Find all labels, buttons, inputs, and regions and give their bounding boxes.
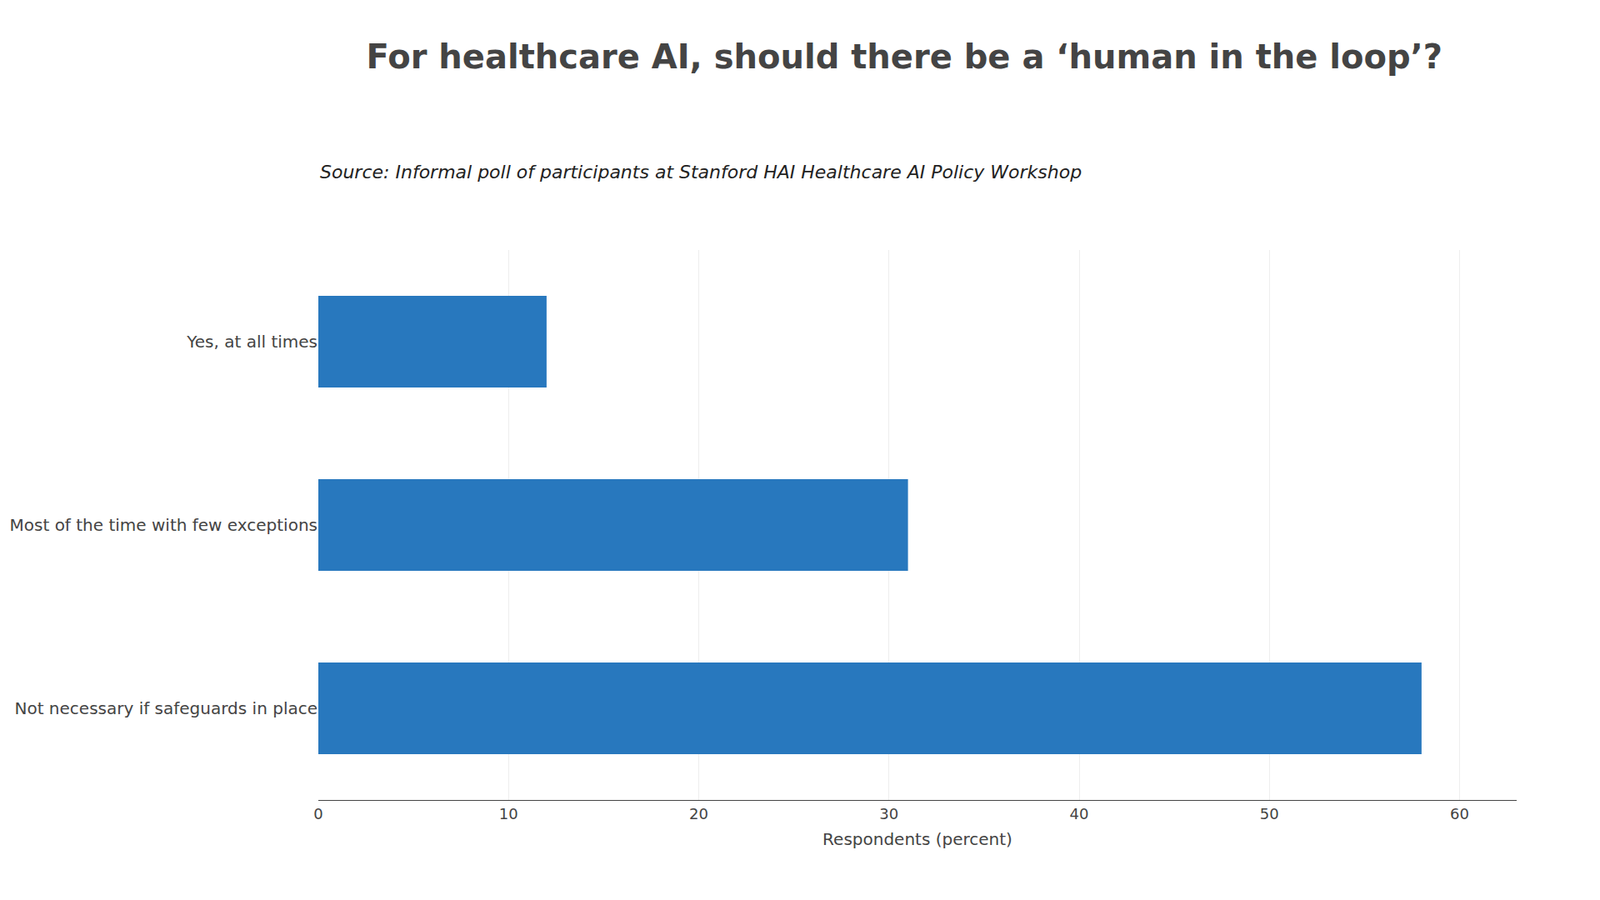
- svg-text:60: 60: [1450, 805, 1470, 823]
- svg-text:Most of the time with few exce: Most of the time with few exceptions: [10, 515, 318, 535]
- svg-text:Not necessary if safeguards in: Not necessary if safeguards in place: [14, 698, 318, 719]
- svg-text:30: 30: [879, 805, 899, 823]
- svg-text:20: 20: [689, 805, 709, 823]
- svg-text:40: 40: [1070, 805, 1090, 823]
- svg-text:Yes, at all times: Yes, at all times: [185, 331, 318, 352]
- svg-text:For healthcare AI, should ther: For healthcare AI, should there be a ‘hu…: [366, 37, 1444, 76]
- svg-text:10: 10: [499, 805, 519, 823]
- svg-text:50: 50: [1260, 805, 1280, 823]
- svg-text:Source: Informal poll of parti: Source: Informal poll of participants at…: [320, 161, 1082, 183]
- svg-text:Respondents (percent): Respondents (percent): [822, 829, 1013, 850]
- svg-text:0: 0: [313, 805, 323, 823]
